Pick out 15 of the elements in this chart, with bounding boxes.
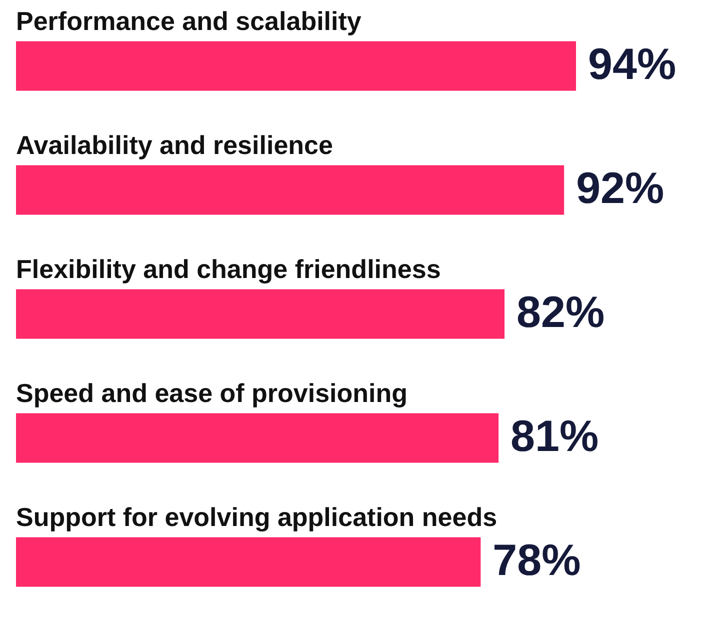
data-label: 81% bbox=[510, 412, 599, 461]
bar bbox=[16, 289, 505, 339]
y-tick-label: Speed and ease of provisioning bbox=[16, 378, 408, 408]
data-label: 78% bbox=[492, 536, 581, 585]
y-tick-label: Performance and scalability bbox=[16, 6, 362, 36]
data-label: 82% bbox=[516, 288, 605, 337]
y-tick-label: Availability and resilience bbox=[16, 130, 333, 160]
data-label: 94% bbox=[588, 40, 676, 89]
data-label: 92% bbox=[576, 164, 664, 213]
bar bbox=[16, 41, 576, 91]
bar bbox=[16, 537, 481, 587]
bar bbox=[16, 165, 564, 215]
y-tick-label: Support for evolving application needs bbox=[16, 502, 498, 532]
y-tick-label: Flexibility and change friendliness bbox=[16, 254, 441, 284]
bar bbox=[16, 413, 499, 463]
